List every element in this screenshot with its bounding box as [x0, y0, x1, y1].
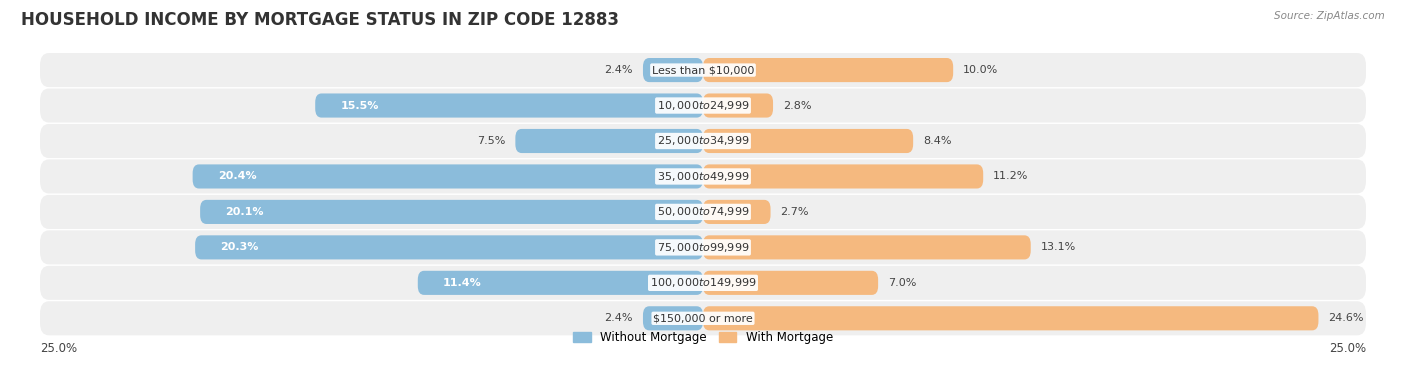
Text: 11.4%: 11.4%	[443, 278, 482, 288]
Text: 8.4%: 8.4%	[924, 136, 952, 146]
Legend: Without Mortgage, With Mortgage: Without Mortgage, With Mortgage	[568, 327, 838, 349]
Text: 2.8%: 2.8%	[783, 101, 811, 110]
FancyBboxPatch shape	[39, 53, 1367, 87]
Text: Source: ZipAtlas.com: Source: ZipAtlas.com	[1274, 11, 1385, 21]
Text: 2.4%: 2.4%	[605, 313, 633, 323]
FancyBboxPatch shape	[703, 306, 1319, 330]
FancyBboxPatch shape	[200, 200, 703, 224]
Text: $100,000 to $149,999: $100,000 to $149,999	[650, 276, 756, 289]
Text: 20.4%: 20.4%	[218, 172, 256, 181]
FancyBboxPatch shape	[703, 200, 770, 224]
FancyBboxPatch shape	[418, 271, 703, 295]
FancyBboxPatch shape	[703, 93, 773, 118]
FancyBboxPatch shape	[39, 230, 1367, 264]
FancyBboxPatch shape	[195, 235, 703, 259]
FancyBboxPatch shape	[703, 235, 1031, 259]
Text: 25.0%: 25.0%	[39, 342, 77, 355]
Text: 13.1%: 13.1%	[1040, 242, 1076, 253]
Text: $50,000 to $74,999: $50,000 to $74,999	[657, 205, 749, 218]
FancyBboxPatch shape	[703, 271, 879, 295]
Text: $10,000 to $24,999: $10,000 to $24,999	[657, 99, 749, 112]
FancyBboxPatch shape	[39, 301, 1367, 335]
Text: 20.1%: 20.1%	[225, 207, 264, 217]
FancyBboxPatch shape	[643, 306, 703, 330]
FancyBboxPatch shape	[516, 129, 703, 153]
Text: 2.4%: 2.4%	[605, 65, 633, 75]
Text: Less than $10,000: Less than $10,000	[652, 65, 754, 75]
FancyBboxPatch shape	[39, 88, 1367, 122]
FancyBboxPatch shape	[39, 266, 1367, 300]
FancyBboxPatch shape	[703, 164, 983, 189]
Text: 7.0%: 7.0%	[889, 278, 917, 288]
Text: $150,000 or more: $150,000 or more	[654, 313, 752, 323]
FancyBboxPatch shape	[643, 58, 703, 82]
FancyBboxPatch shape	[703, 58, 953, 82]
Text: 11.2%: 11.2%	[993, 172, 1029, 181]
Text: 15.5%: 15.5%	[340, 101, 378, 110]
Text: $75,000 to $99,999: $75,000 to $99,999	[657, 241, 749, 254]
FancyBboxPatch shape	[39, 124, 1367, 158]
Text: HOUSEHOLD INCOME BY MORTGAGE STATUS IN ZIP CODE 12883: HOUSEHOLD INCOME BY MORTGAGE STATUS IN Z…	[21, 11, 619, 29]
Text: 24.6%: 24.6%	[1329, 313, 1364, 323]
FancyBboxPatch shape	[703, 129, 912, 153]
FancyBboxPatch shape	[39, 195, 1367, 229]
FancyBboxPatch shape	[193, 164, 703, 189]
Text: 20.3%: 20.3%	[221, 242, 259, 253]
Text: 25.0%: 25.0%	[1329, 342, 1367, 355]
Text: 2.7%: 2.7%	[780, 207, 808, 217]
FancyBboxPatch shape	[39, 160, 1367, 194]
Text: 7.5%: 7.5%	[477, 136, 505, 146]
Text: $25,000 to $34,999: $25,000 to $34,999	[657, 135, 749, 147]
Text: 10.0%: 10.0%	[963, 65, 998, 75]
Text: $35,000 to $49,999: $35,000 to $49,999	[657, 170, 749, 183]
FancyBboxPatch shape	[315, 93, 703, 118]
